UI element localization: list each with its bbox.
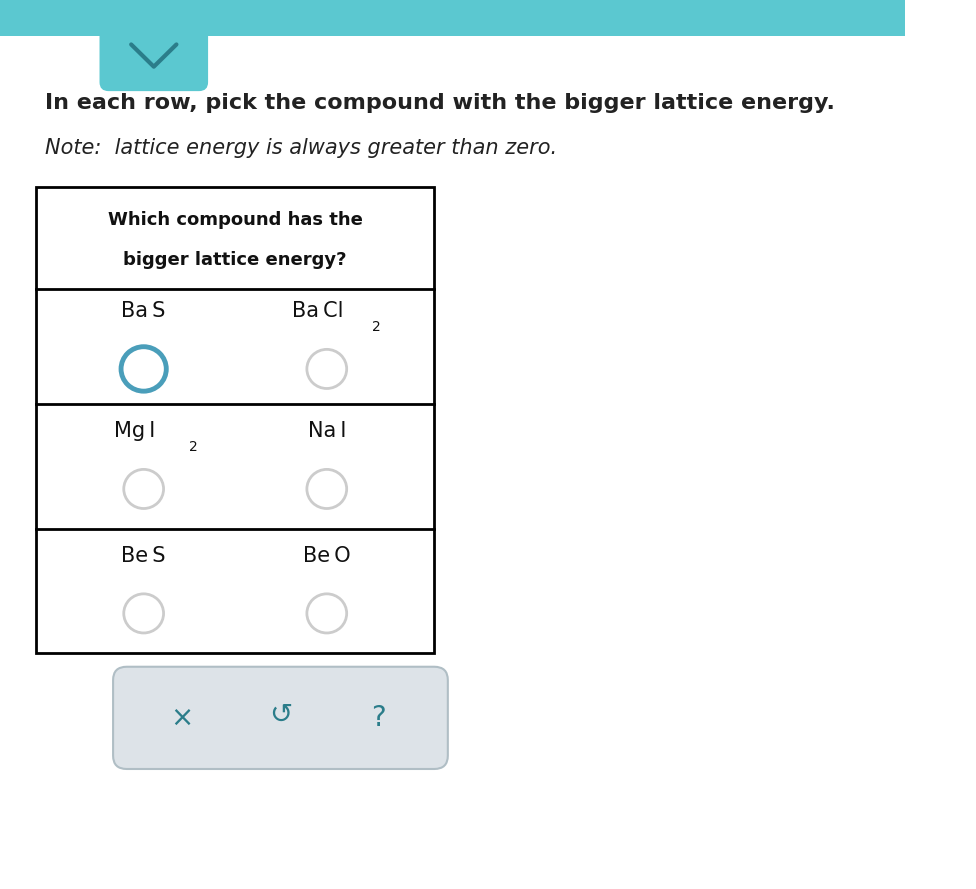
- FancyBboxPatch shape: [113, 667, 448, 769]
- Text: 2: 2: [189, 440, 198, 454]
- Text: ?: ?: [372, 704, 386, 732]
- Text: Mg I: Mg I: [114, 421, 155, 441]
- Text: ↺: ↺: [268, 701, 292, 729]
- Text: Na I: Na I: [307, 421, 346, 441]
- Text: bigger lattice energy?: bigger lattice energy?: [124, 251, 347, 269]
- Text: Ba S: Ba S: [121, 301, 166, 321]
- Text: ×: ×: [171, 704, 193, 732]
- Text: Note:  lattice energy is always greater than zero.: Note: lattice energy is always greater t…: [45, 138, 557, 157]
- Text: Which compound has the: Which compound has the: [107, 211, 363, 229]
- Text: Be S: Be S: [121, 546, 166, 565]
- FancyBboxPatch shape: [0, 0, 905, 36]
- Text: In each row, pick the compound with the bigger lattice energy.: In each row, pick the compound with the …: [45, 93, 835, 113]
- Text: Ba Cl: Ba Cl: [292, 301, 344, 321]
- Text: 2: 2: [372, 320, 381, 334]
- Text: Be O: Be O: [303, 546, 350, 565]
- FancyBboxPatch shape: [100, 7, 208, 92]
